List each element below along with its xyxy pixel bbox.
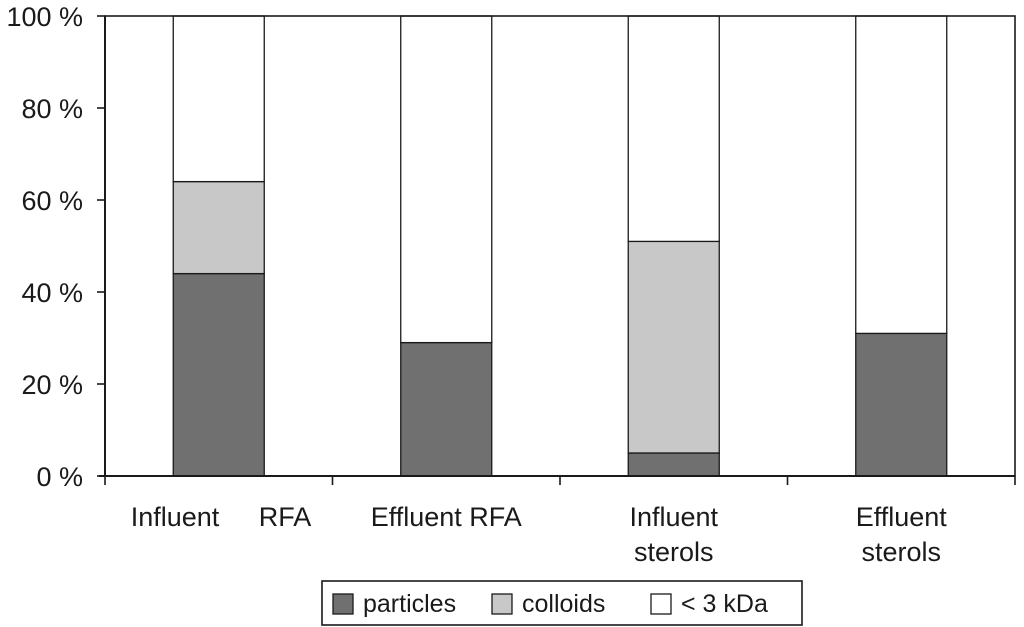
legend-swatch-3 [650,593,672,615]
bar-segment--3-kda-1 [172,15,265,183]
y-tick-label: 40 % [21,278,83,308]
category-label-1: RFA [259,502,312,532]
legend-label-2: colloids [522,590,605,618]
bar-segment-colloids-3 [627,240,720,454]
bar-segment--3-kda-3 [627,15,720,243]
bar-segment--3-kda-4 [855,15,948,335]
category-label-3: Influent [629,502,718,532]
y-tick-label: 0 % [36,462,83,492]
legend-swatch-2 [491,593,513,615]
bars-group [172,15,948,477]
y-tick-label: 60 % [21,186,83,216]
y-tick-label: 20 % [21,370,83,400]
bar-segment-particles-3 [627,452,720,477]
bar-segment-particles-1 [172,272,265,477]
bar-segment--3-kda-2 [400,15,493,344]
legend: particles colloids < 3 kDa [321,580,803,626]
legend-swatch-1 [332,593,354,615]
category-labels-group: Influent RFA Effluent RFA Influent sterols Ef… [131,502,948,567]
category-label-2: Effluent RFA [371,502,522,532]
y-ticks-group: 0 % 20 % 40 % 60 % 80 % 100 % [6,2,1016,492]
y-tick-label: 80 % [21,94,83,124]
bar-segment-particles-4 [855,332,948,477]
y-tick-label: 100 % [6,2,83,32]
legend-box [321,580,803,626]
category-label-1: Influent [131,502,220,532]
category-label-3: sterols [634,537,714,567]
legend-label-3: < 3 kDa [681,590,768,618]
bar-segment-colloids-1 [172,180,265,275]
category-label-4: sterols [861,537,941,567]
legend-label-1: particles [363,590,456,618]
category-label-4: Effluent [856,502,948,532]
bar-segment-particles-2 [400,341,493,477]
